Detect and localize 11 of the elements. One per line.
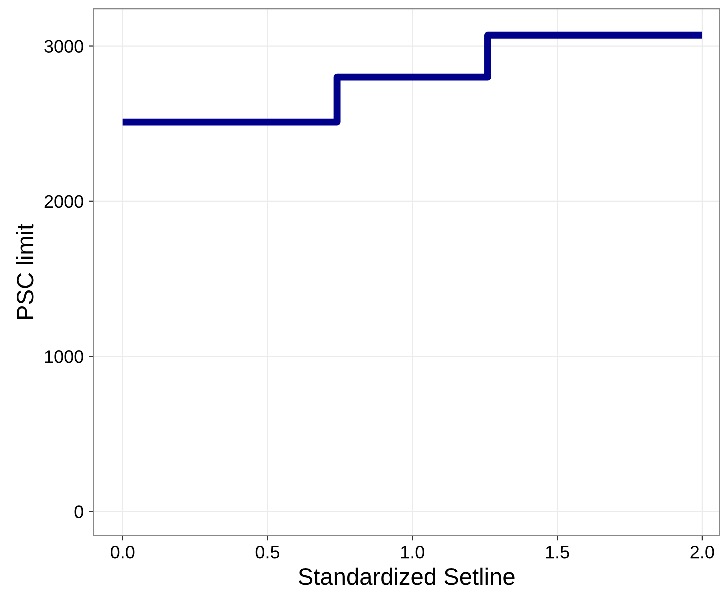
y-tick-label: 2000 — [44, 195, 84, 208]
y-tick-label: 3000 — [44, 40, 84, 53]
x-tick-label: 1.0 — [401, 546, 424, 559]
y-axis-title: PSC limit — [16, 224, 34, 320]
x-tick-label: 2.0 — [690, 546, 714, 559]
y-tick-label: 1000 — [45, 350, 84, 364]
x-axis-title: Standardized Setline — [298, 568, 515, 586]
x-tick-label: 1.5 — [546, 546, 570, 559]
y-tick-label: 0 — [74, 506, 84, 518]
x-tick-label: 0.5 — [256, 546, 280, 559]
x-tick-label: 0.0 — [110, 546, 135, 559]
